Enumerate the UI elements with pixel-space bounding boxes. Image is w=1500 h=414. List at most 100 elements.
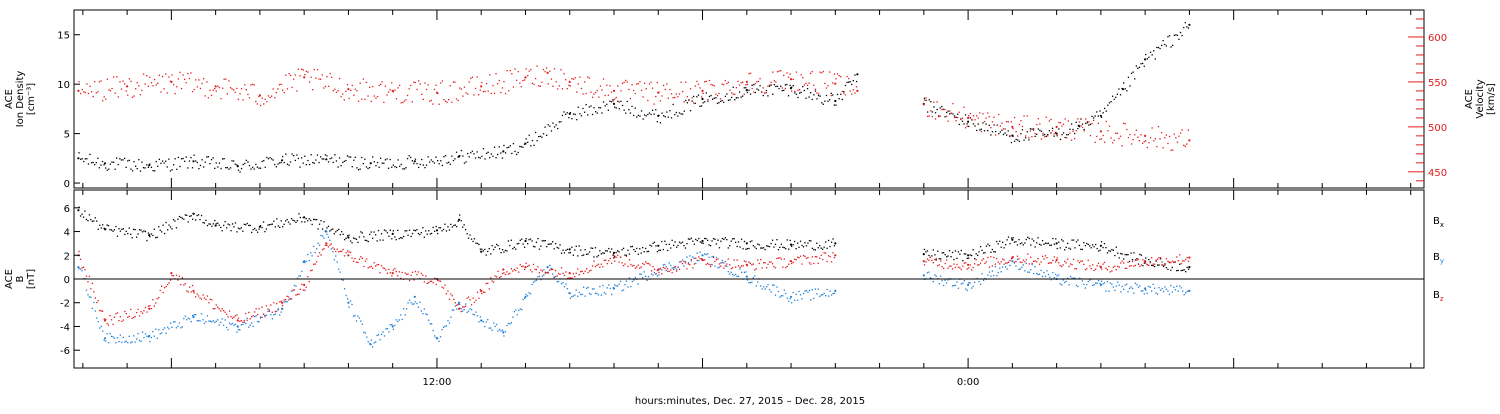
series-point-ion-density [280, 159, 284, 162]
data-point-bz [541, 270, 543, 272]
data-point-velocity [1176, 141, 1179, 143]
legend-subscript: z [1440, 295, 1444, 303]
data-point-bz [1111, 270, 1113, 272]
data-point-velocity [113, 76, 115, 78]
data-point-velocity [636, 83, 638, 85]
data-point-bz [187, 291, 189, 293]
data-point-velocity [601, 89, 603, 91]
data-point-bz [457, 303, 459, 306]
data-point-by [501, 329, 504, 331]
data-point-bz [996, 257, 998, 260]
data-point-bx [689, 238, 691, 240]
data-point-ion-density [440, 160, 442, 162]
data-point-bz [687, 263, 690, 265]
data-point-by [93, 301, 95, 304]
data-point-bz [543, 274, 545, 276]
data-point-by [172, 321, 175, 323]
data-point-bx [764, 249, 766, 251]
data-point-bx [695, 238, 697, 241]
data-point-bz [208, 302, 210, 304]
data-point-ion-density [805, 97, 807, 99]
data-point-by [724, 260, 726, 263]
data-point-velocity [1142, 142, 1144, 144]
data-point-ion-density [1140, 63, 1142, 65]
data-point-bz [1136, 259, 1138, 261]
data-point-by [408, 299, 411, 301]
data-point-velocity [299, 75, 301, 77]
data-point-by [484, 325, 486, 328]
data-point-velocity [266, 101, 268, 103]
data-point-bz [826, 260, 828, 263]
data-point-bx [316, 219, 318, 221]
data-point-bx [664, 240, 666, 242]
data-point-ion-density [672, 103, 674, 106]
data-point-bz [273, 302, 275, 304]
data-point-bz [282, 304, 284, 307]
data-point-bz [969, 264, 971, 266]
data-point-bz [130, 308, 132, 310]
data-point-bz [553, 276, 555, 278]
data-point-ion-density [647, 113, 649, 116]
data-point-bz [1049, 262, 1051, 264]
data-point-by [230, 323, 232, 326]
data-point-velocity [783, 74, 785, 77]
data-point-bz [153, 305, 155, 307]
top-left-axis-title-line: Ion Density [15, 71, 26, 128]
data-point-velocity [490, 92, 492, 95]
data-point-bx [811, 247, 813, 249]
data-point-bz [991, 265, 993, 267]
legend-subscript: x [1440, 221, 1444, 229]
data-point-ion-density [827, 100, 829, 102]
data-point-by [698, 259, 700, 262]
data-point-by [628, 277, 631, 279]
data-point-by [997, 271, 999, 274]
data-point-velocity [1018, 123, 1020, 126]
top-panel-frame [73, 9, 1425, 189]
data-point-bz [593, 260, 595, 262]
data-point-ion-density [369, 166, 371, 169]
data-point-ion-density [604, 105, 606, 107]
data-point-by [667, 270, 669, 272]
data-point-velocity [369, 86, 371, 88]
data-point-by [283, 301, 285, 303]
series-point-bz [1188, 256, 1191, 259]
data-point-velocity [1132, 139, 1134, 141]
data-point-ion-density [435, 156, 437, 158]
data-point-bx [590, 247, 592, 249]
series-point-bx [214, 224, 217, 227]
data-point-ion-density [380, 157, 382, 159]
data-point-by [417, 306, 420, 308]
data-point-by [1006, 268, 1008, 270]
data-point-bx [931, 255, 933, 257]
data-point-bx [602, 252, 604, 254]
data-point-ion-density [207, 156, 209, 158]
data-point-velocity [460, 88, 462, 90]
data-point-ion-density [1126, 90, 1128, 92]
data-point-velocity [664, 88, 666, 91]
data-point-bx [1154, 265, 1156, 268]
data-point-velocity [696, 80, 698, 83]
data-point-ion-density [1010, 141, 1013, 144]
data-point-bx [217, 222, 219, 224]
data-point-bx [1171, 266, 1173, 269]
data-point-velocity [1135, 129, 1137, 131]
data-point-bz [1102, 263, 1104, 265]
data-point-bz [439, 280, 442, 282]
data-point-ion-density [223, 158, 225, 160]
data-point-bx [403, 235, 405, 238]
bottom-left-axis-title-line: B [15, 275, 26, 282]
data-point-velocity [829, 71, 831, 73]
data-point-ion-density [569, 112, 571, 114]
series-point-bx [922, 253, 925, 256]
series-point-bz [789, 260, 793, 263]
data-point-bx [773, 246, 775, 248]
data-point-by [596, 292, 598, 295]
series-point-ion-density [502, 150, 505, 153]
data-point-velocity [805, 82, 807, 84]
data-point-ion-density [80, 158, 82, 160]
data-point-bz [257, 313, 259, 316]
data-point-bz [957, 266, 960, 268]
data-point-ion-density [512, 143, 515, 145]
data-point-ion-density [584, 111, 586, 113]
x-axis-title: hours:minutes, Dec. 27, 2015 – Dec. 28, … [635, 396, 865, 407]
